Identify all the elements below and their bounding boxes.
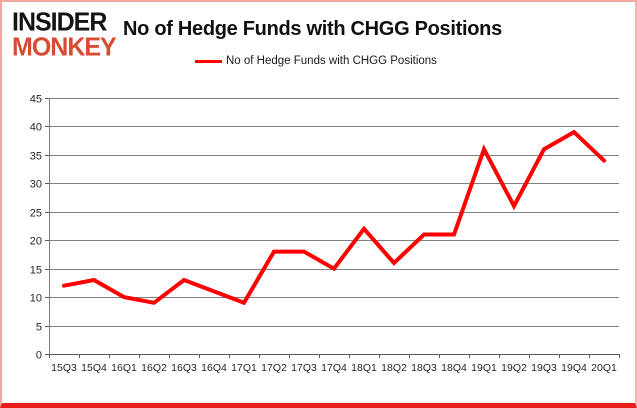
insider-monkey-logo: INSIDER MONKEY	[12, 7, 117, 62]
series-line	[62, 129, 606, 306]
svg-text:40: 40	[30, 122, 42, 134]
page-title: No of Hedge Funds with CHGG Positions	[123, 18, 502, 40]
svg-text:17Q2: 17Q2	[261, 362, 287, 374]
gridlines	[45, 98, 619, 355]
svg-text:18Q3: 18Q3	[411, 362, 437, 374]
line-chart: 0 5 10 15 20 25 30 35 40 45 15Q3 15Q4 16Q1 16Q2 16Q3 16…	[30, 94, 620, 374]
svg-text:19Q2: 19Q2	[501, 362, 527, 374]
svg-text:5: 5	[36, 322, 42, 334]
y-axis-labels: 0 5 10 15 20 25 30 35 40 45	[30, 94, 42, 362]
svg-text:16Q1: 16Q1	[111, 362, 137, 374]
svg-text:19Q4: 19Q4	[561, 362, 587, 374]
svg-text:20: 20	[30, 236, 42, 248]
logo-line2: MONKEY	[12, 32, 117, 62]
svg-text:15Q3: 15Q3	[51, 362, 77, 374]
svg-text:30: 30	[30, 179, 42, 191]
logo-line1: INSIDER	[12, 7, 107, 37]
legend-label: No of Hedge Funds with CHGG Positions	[226, 55, 437, 67]
svg-text:0: 0	[36, 350, 42, 362]
svg-text:25: 25	[30, 208, 42, 220]
svg-text:17Q3: 17Q3	[291, 362, 317, 374]
svg-text:16Q3: 16Q3	[171, 362, 197, 374]
svg-text:35: 35	[30, 151, 42, 163]
svg-text:15: 15	[30, 265, 42, 277]
svg-text:10: 10	[30, 293, 42, 305]
x-axis-ticks	[49, 354, 620, 358]
svg-text:18Q4: 18Q4	[441, 362, 467, 374]
svg-text:16Q2: 16Q2	[141, 362, 167, 374]
svg-text:18Q2: 18Q2	[381, 362, 407, 374]
svg-text:17Q4: 17Q4	[321, 362, 347, 374]
svg-text:15Q4: 15Q4	[81, 362, 107, 374]
legend-line-swatch	[195, 59, 222, 63]
svg-text:19Q1: 19Q1	[471, 362, 497, 374]
svg-text:18Q1: 18Q1	[351, 362, 377, 374]
chart-legend: No of Hedge Funds with CHGG Positions	[195, 55, 437, 67]
svg-text:16Q4: 16Q4	[201, 362, 227, 374]
svg-text:17Q1: 17Q1	[231, 362, 257, 374]
svg-text:45: 45	[30, 94, 42, 106]
svg-text:20Q1: 20Q1	[591, 362, 617, 374]
svg-text:19Q3: 19Q3	[531, 362, 557, 374]
x-axis-labels: 15Q3 15Q4 16Q1 16Q2 16Q3 16Q4 17Q1 17Q2 17Q3 17Q4…	[51, 362, 617, 374]
